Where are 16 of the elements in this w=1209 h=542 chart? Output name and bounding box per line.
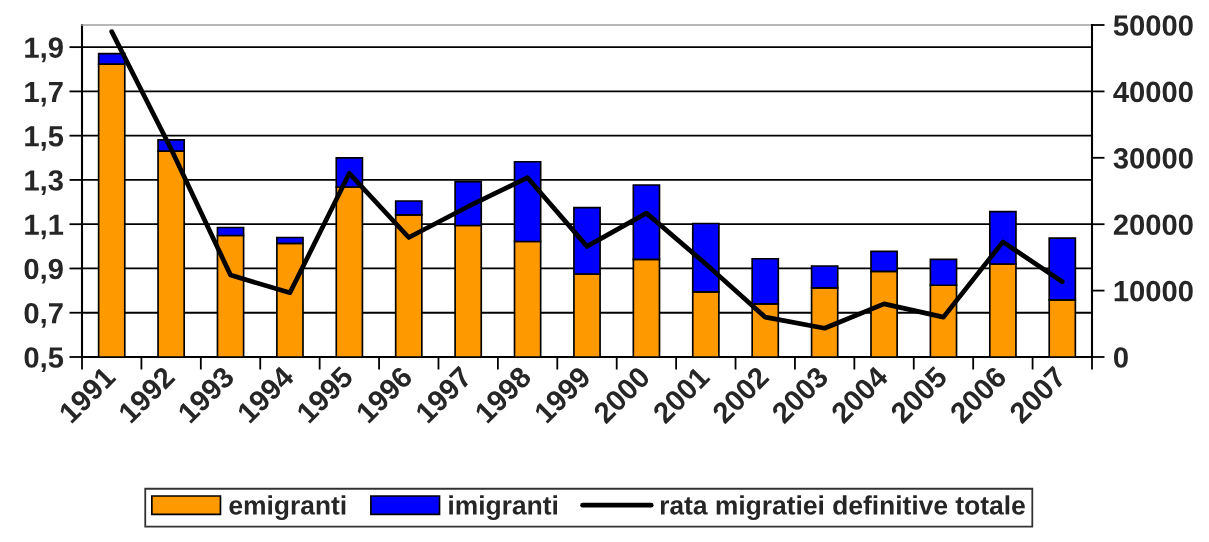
- y-tick-label: 1,5: [25, 126, 64, 151]
- y2-tick-label: 30000: [1113, 148, 1193, 169]
- y2-tick-label: 10000: [1114, 280, 1193, 302]
- y-tick-label: 1,9: [25, 37, 63, 63]
- y2-tick-label: 20000: [1113, 214, 1193, 236]
- y-tick-label: 0,7: [24, 302, 63, 328]
- y2-tick-label: 50000: [1113, 15, 1193, 36]
- y-tick-label: 1,7: [25, 81, 63, 107]
- y2-tick-label: 40000: [1113, 81, 1193, 103]
- legend-label: emigranti: [229, 495, 346, 521]
- legend-label: rata migratiei definitive totale: [660, 495, 1025, 521]
- y-tick-label: 0,9: [24, 258, 63, 284]
- y-tick-label: 1,3: [25, 170, 63, 196]
- legend-label: imigranti: [449, 495, 557, 521]
- y-tick-label: 1,1: [25, 214, 64, 240]
- y2-tick-label: 0: [1113, 347, 1128, 368]
